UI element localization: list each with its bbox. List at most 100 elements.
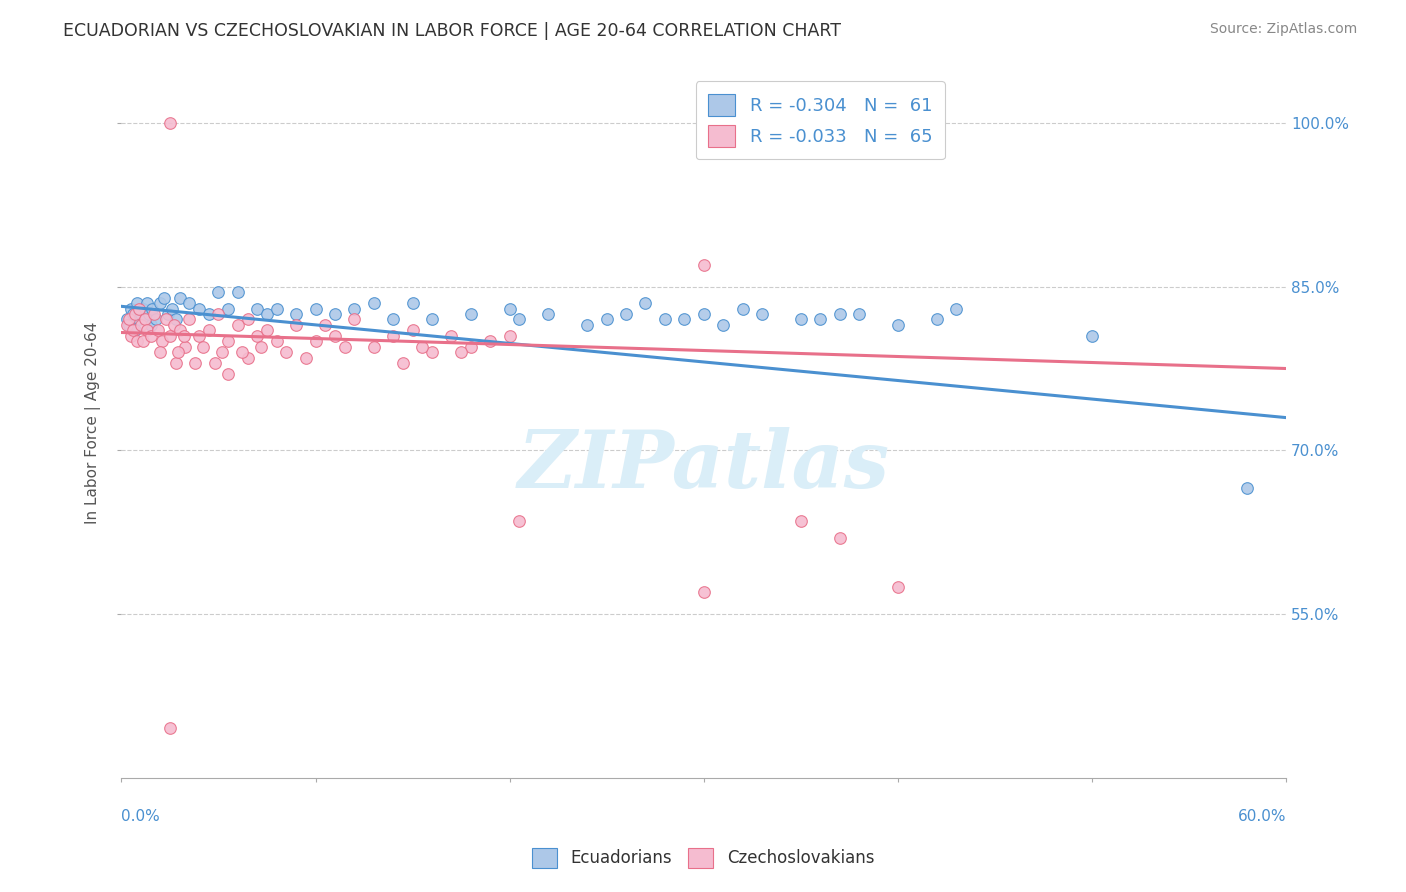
Point bbox=[266, 334, 288, 349]
Point bbox=[256, 307, 278, 321]
Text: Source: ZipAtlas.com: Source: ZipAtlas.com bbox=[1209, 22, 1357, 37]
Point bbox=[159, 116, 181, 130]
Point bbox=[226, 285, 249, 300]
Point bbox=[132, 301, 155, 316]
Point bbox=[118, 318, 141, 332]
Point bbox=[333, 340, 356, 354]
Point bbox=[411, 340, 433, 354]
Point bbox=[188, 301, 211, 316]
Point bbox=[295, 351, 318, 365]
Y-axis label: In Labor Force | Age 20-64: In Labor Force | Age 20-64 bbox=[86, 322, 101, 524]
Point bbox=[382, 328, 405, 343]
Point bbox=[122, 307, 145, 321]
Point bbox=[145, 312, 167, 326]
Point bbox=[204, 356, 226, 370]
Point bbox=[169, 323, 191, 337]
Point bbox=[945, 301, 967, 316]
Point bbox=[191, 340, 214, 354]
Point bbox=[128, 312, 150, 326]
Point bbox=[828, 307, 851, 321]
Point bbox=[174, 340, 197, 354]
Point bbox=[165, 356, 187, 370]
Point bbox=[614, 307, 637, 321]
Point bbox=[226, 318, 249, 332]
Point bbox=[157, 307, 180, 321]
Point bbox=[634, 296, 657, 310]
Point bbox=[135, 296, 157, 310]
Point bbox=[197, 307, 219, 321]
Point bbox=[132, 334, 155, 349]
Point bbox=[166, 345, 188, 359]
Point bbox=[231, 345, 253, 359]
Point bbox=[128, 301, 150, 316]
Legend: R = -0.304   N =  61, R = -0.033   N =  65: R = -0.304 N = 61, R = -0.033 N = 65 bbox=[696, 81, 945, 160]
Point bbox=[266, 301, 288, 316]
Point bbox=[120, 328, 142, 343]
Point bbox=[129, 307, 152, 321]
Point bbox=[1236, 482, 1258, 496]
Point bbox=[125, 296, 148, 310]
Point bbox=[401, 323, 423, 337]
Point bbox=[692, 307, 714, 321]
Point bbox=[188, 328, 211, 343]
Point bbox=[401, 296, 423, 310]
Point bbox=[382, 312, 405, 326]
Point bbox=[149, 296, 172, 310]
Point bbox=[256, 323, 278, 337]
Point bbox=[692, 585, 714, 599]
Point bbox=[117, 312, 139, 326]
Point bbox=[304, 334, 326, 349]
Point bbox=[236, 312, 259, 326]
Point bbox=[343, 312, 366, 326]
Point bbox=[165, 312, 187, 326]
Point bbox=[155, 312, 177, 326]
Point bbox=[460, 307, 482, 321]
Point bbox=[363, 340, 385, 354]
Point bbox=[250, 340, 273, 354]
Text: 0.0%: 0.0% bbox=[121, 809, 160, 824]
Point bbox=[731, 301, 754, 316]
Point bbox=[125, 334, 148, 349]
Point bbox=[124, 307, 146, 321]
Text: ZIPatlas: ZIPatlas bbox=[517, 427, 890, 504]
Point bbox=[479, 334, 502, 349]
Point bbox=[498, 301, 520, 316]
Point bbox=[217, 367, 239, 381]
Point bbox=[117, 318, 139, 332]
Point bbox=[197, 323, 219, 337]
Point bbox=[654, 312, 676, 326]
Point bbox=[751, 307, 773, 321]
Point bbox=[148, 323, 170, 337]
Point bbox=[673, 312, 696, 326]
Point bbox=[887, 318, 910, 332]
Point bbox=[440, 328, 463, 343]
Point bbox=[498, 328, 520, 343]
Point bbox=[363, 296, 385, 310]
Point bbox=[163, 318, 186, 332]
Point bbox=[887, 580, 910, 594]
Point bbox=[343, 301, 366, 316]
Point bbox=[217, 301, 239, 316]
Point bbox=[711, 318, 734, 332]
Point bbox=[314, 318, 336, 332]
Text: 60.0%: 60.0% bbox=[1237, 809, 1286, 824]
Point bbox=[153, 291, 176, 305]
Point bbox=[276, 345, 298, 359]
Point bbox=[122, 323, 145, 337]
Point bbox=[173, 328, 195, 343]
Point bbox=[323, 328, 346, 343]
Point bbox=[138, 307, 160, 321]
Point bbox=[460, 340, 482, 354]
Point bbox=[159, 722, 181, 736]
Point bbox=[139, 328, 162, 343]
Point bbox=[134, 312, 156, 326]
Point bbox=[143, 307, 166, 321]
Point bbox=[184, 356, 207, 370]
Point bbox=[692, 258, 714, 272]
Point bbox=[392, 356, 415, 370]
Point bbox=[135, 323, 157, 337]
Point bbox=[246, 328, 269, 343]
Point bbox=[134, 312, 156, 326]
Point bbox=[207, 285, 229, 300]
Point bbox=[159, 328, 181, 343]
